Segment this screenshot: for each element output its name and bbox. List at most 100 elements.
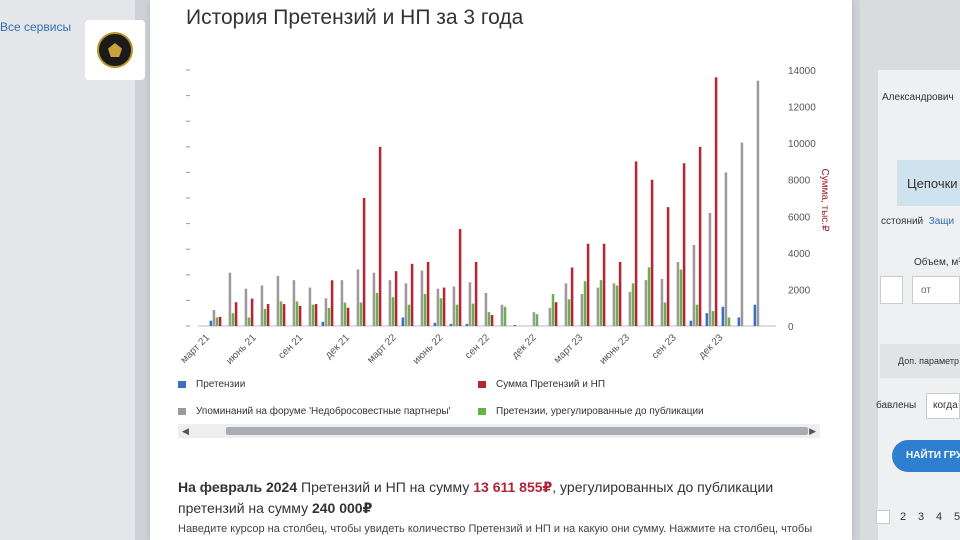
bar-settled: [279, 301, 283, 326]
chart-title: История Претензий и НП за 3 года: [186, 6, 524, 29]
legend-settled[interactable]: Претензии, урегулированные до публикации: [478, 406, 704, 417]
bar-claims: [449, 323, 453, 326]
summary-lead: На февраль 2024: [178, 479, 298, 495]
bar-settled: [615, 285, 619, 326]
bar-forum: [676, 262, 680, 326]
bar-forum: [244, 288, 248, 326]
bar-settled: [247, 317, 251, 326]
bar-sum: [570, 267, 574, 326]
bar-claims: [705, 313, 709, 326]
bar-sum: [698, 146, 702, 326]
page-4[interactable]: 4: [935, 510, 943, 523]
bar-sum: [666, 207, 670, 326]
bar-sum: [490, 315, 494, 326]
bar-forum: [644, 280, 648, 326]
right-axis-tick-label: 2000: [788, 285, 811, 296]
x-tick-label: март 23: [552, 332, 586, 366]
company-logo[interactable]: [85, 20, 145, 80]
legend-forum[interactable]: Упоминаний на форуме 'Недобросовестные п…: [178, 406, 451, 417]
bar-claims: [513, 324, 517, 326]
bar-settled: [503, 306, 507, 326]
legend-swatch-claims: [178, 381, 186, 388]
bar-forum: [340, 280, 344, 326]
right-axis-tick-label: 6000: [788, 212, 811, 223]
bar-forum: [372, 272, 376, 326]
bar-settled: [263, 308, 267, 326]
volume-from-input[interactable]: от: [912, 276, 960, 304]
bar-claims: [401, 317, 405, 326]
right-axis-tick-label: 4000: [788, 249, 811, 260]
bar-forum: [356, 269, 360, 326]
bar-forum: [660, 279, 664, 326]
bar-forum: [612, 283, 616, 326]
bar-settled: [583, 281, 587, 326]
history-panel: [150, 0, 852, 540]
bar-sum: [586, 243, 590, 326]
filter-input[interactable]: [880, 276, 903, 304]
bar-forum: [404, 283, 408, 326]
bar-forum: [580, 294, 584, 326]
summary-text-1: Претензий и НП на сумму: [297, 479, 474, 495]
x-tick-label: июнь 23: [598, 332, 633, 367]
bar-sum: [634, 161, 638, 326]
bar-forum: [324, 298, 328, 326]
bar-forum: [436, 288, 440, 326]
legend-sum[interactable]: Сумма Претензий и НП: [478, 379, 605, 390]
x-tick-label: дек 23: [697, 332, 726, 361]
scroll-right-icon[interactable]: ▶: [809, 426, 816, 436]
bar-settled: [567, 299, 571, 326]
history-chart[interactable]: 0 2000 4000 6000 8000 10000 12000 14000 Сумма, т…: [170, 30, 840, 440]
summary-amount: 13 611 855₽: [473, 479, 553, 495]
volume-label: Объем, м³: [914, 257, 960, 268]
bar-sum: [602, 243, 606, 326]
logo-emblem-icon: [97, 32, 133, 68]
bar-settled: [455, 304, 459, 326]
page-5[interactable]: 5: [953, 510, 960, 523]
bar-forum: [228, 272, 232, 326]
scrollbar-thumb[interactable]: [226, 427, 808, 435]
all-services-link[interactable]: Все сервисы: [0, 20, 72, 34]
bar-settled: [631, 283, 635, 326]
bar-claims: [721, 306, 725, 326]
bar-settled: [375, 292, 379, 326]
distance-tabs: сстояний Защи: [881, 216, 954, 227]
bar-sum: [682, 163, 686, 326]
bar-settled: [327, 307, 331, 326]
bar-claims: [433, 322, 437, 326]
x-tick-label: сен 21: [276, 332, 305, 361]
bar-sum: [234, 302, 238, 326]
bar-sum: [314, 304, 318, 326]
summary-text-2: , урегулированных до публикации претензи…: [178, 479, 774, 516]
bar-sum: [330, 280, 334, 326]
page-blank[interactable]: [876, 510, 890, 524]
chart-scrollbar[interactable]: ◀ ▶: [178, 424, 820, 438]
left-background: [0, 0, 135, 540]
legend-swatch-sum: [478, 381, 486, 388]
find-cargo-button[interactable]: НАЙТИ ГРУЗ: [892, 440, 960, 472]
bar-forum: [420, 270, 424, 326]
bar-forum: [260, 285, 264, 326]
bar-settled: [551, 294, 555, 326]
bar-sum: [298, 305, 302, 326]
page-2[interactable]: 2: [899, 510, 907, 523]
right-axis-tick-label: 10000: [788, 139, 816, 150]
extra-params-button[interactable]: Доп. параметр: [880, 344, 960, 378]
bar-forum: [708, 212, 712, 326]
scroll-left-icon[interactable]: ◀: [182, 426, 189, 436]
tab-distance[interactable]: сстояний: [881, 216, 924, 227]
page-3[interactable]: 3: [917, 510, 925, 523]
legend-claims[interactable]: Претензии: [178, 379, 245, 390]
bar-claims: [209, 320, 213, 326]
right-axis-title: Сумма, тыс.₽: [819, 169, 830, 233]
bar-forum: [388, 280, 392, 326]
tab-protection[interactable]: Защи: [928, 216, 955, 227]
bar-claims: [689, 320, 693, 326]
bar-sum: [474, 262, 478, 326]
x-tick-label: дек 21: [323, 332, 352, 361]
chains-button[interactable]: Цепочки: [897, 160, 960, 206]
bar-settled: [391, 297, 395, 326]
x-tick-label: сен 22: [463, 332, 492, 361]
bar-forum: [628, 291, 632, 326]
legend-label-settled: Претензии, урегулированные до публикации: [496, 406, 704, 417]
added-when-select[interactable]: когда: [926, 393, 960, 419]
